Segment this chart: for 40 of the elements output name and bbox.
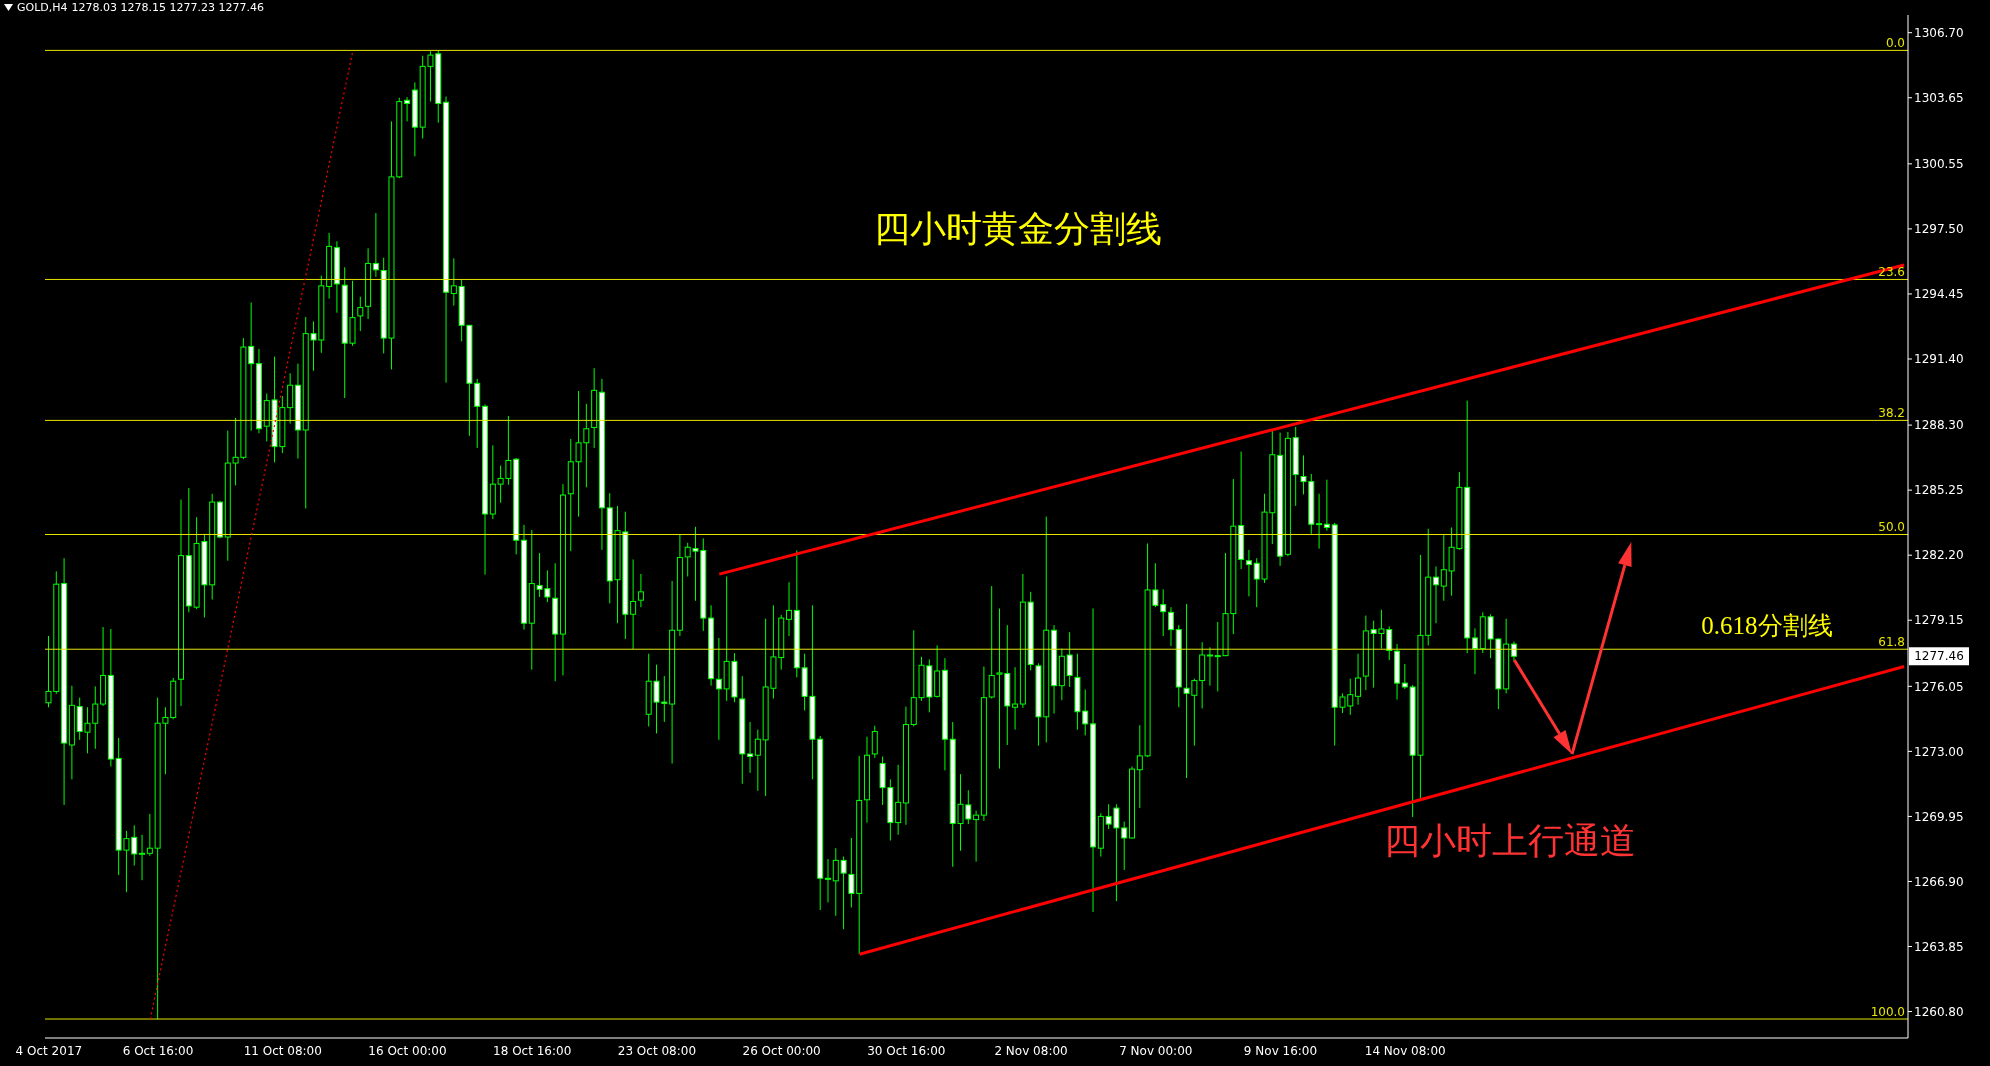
y-tick-label: 1294.45	[1914, 287, 1964, 302]
y-tick-label: 1273.00	[1914, 744, 1964, 759]
y-tick-label: 1276.05	[1914, 679, 1964, 694]
y-tick-label: 1263.85	[1914, 939, 1964, 954]
x-tick-label: 14 Nov 08:00	[1364, 1043, 1446, 1058]
y-tick-label: 1282.20	[1914, 548, 1964, 563]
y-tick-label: 1297.50	[1914, 222, 1964, 237]
text: 1277.46	[1914, 649, 1964, 664]
x-tick-label: 4 Oct 2017	[15, 1043, 83, 1058]
x-tick-label: 23 Oct 08:00	[617, 1043, 697, 1058]
x-tick-label: 18 Oct 16:00	[493, 1043, 572, 1058]
x-tick-label: 16 Oct 00:00	[368, 1043, 447, 1058]
y-tick-label: 1303.65	[1914, 91, 1964, 105]
y-tick-label: 1279.15	[1914, 613, 1964, 628]
x-tick-label: 11 Oct 08:00	[243, 1043, 322, 1058]
x-tick-label: 6 Oct 16:00	[122, 1043, 194, 1058]
annotation: 0.618分割线	[1701, 612, 1833, 640]
annotation: 38.2	[1878, 406, 1905, 421]
x-tick-label: 7 Nov 00:00	[1119, 1043, 1193, 1058]
y-tick-label: 1285.25	[1914, 483, 1964, 498]
annotation: 四小时上行通道	[1383, 820, 1636, 861]
x-tick-label: 26 Oct 00:00	[742, 1043, 821, 1058]
chart-subtitle: 1278.03 1278.15 1277.23 1277.46	[71, 1, 265, 14]
y-tick-label: 1291.40	[1914, 352, 1964, 367]
y-tick-label: 1306.70	[1914, 25, 1964, 40]
y-tick-label: 1260.80	[1914, 1004, 1964, 1019]
y-tick-label: 1266.90	[1914, 874, 1964, 889]
annotation: 四小时黄金分割线	[873, 208, 1162, 249]
x-tick-label: 9 Nov 16:00	[1243, 1043, 1318, 1058]
y-tick-label: 1269.95	[1914, 809, 1964, 824]
x-tick-label: 2 Nov 08:00	[994, 1043, 1068, 1058]
annotation: 61.8	[1878, 635, 1905, 650]
x-tick-label: 30 Oct 16:00	[867, 1043, 946, 1058]
annotation: 0.0	[1885, 36, 1905, 51]
y-tick-label: 1288.30	[1914, 418, 1964, 433]
annotation: 23.6	[1878, 265, 1905, 280]
annotation: 100.0	[1870, 1005, 1905, 1020]
y-tick-label: 1300.55	[1914, 157, 1964, 172]
chart-title: GOLD,H4	[17, 1, 68, 14]
annotation: 50.0	[1878, 520, 1905, 535]
